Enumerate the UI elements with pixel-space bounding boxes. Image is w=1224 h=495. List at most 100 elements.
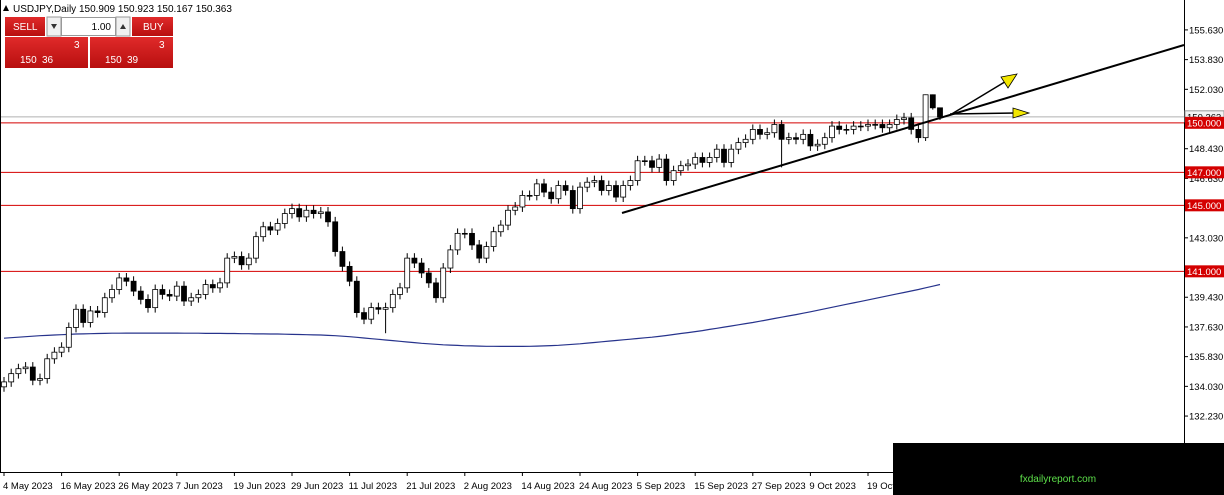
candle-body (173, 285, 180, 297)
arrow-shaft (949, 79, 1009, 116)
bid-pips: 36 (42, 55, 54, 66)
x-tick-label: 14 Aug 2023 (521, 481, 574, 492)
candle-body (58, 346, 65, 353)
candle-body (836, 125, 843, 130)
candle-body (922, 94, 929, 139)
candle-body (649, 160, 655, 168)
candle-body (44, 358, 51, 379)
y-tick-label: 146.630 (1189, 174, 1223, 185)
y-tick-label: 153.830 (1189, 55, 1223, 66)
candle-body (80, 308, 87, 323)
bid-box[interactable] (5, 37, 88, 68)
candle-body (101, 297, 108, 313)
buy-button[interactable] (132, 17, 173, 36)
candle-body (627, 180, 634, 186)
level-label: 145.000 (1187, 201, 1221, 212)
candle-body (29, 366, 36, 381)
ask-point: 3 (159, 40, 165, 51)
candle-body (397, 287, 403, 295)
level-label: 141.000 (1187, 267, 1221, 278)
bid-point: 3 (74, 40, 80, 51)
candle-body (541, 183, 547, 193)
candle-body (181, 285, 187, 302)
candle-body (317, 211, 324, 214)
low-value: 150.167 (157, 4, 194, 15)
candle-body (807, 133, 814, 147)
candle-body (382, 307, 389, 310)
x-tick-label: 29 Jun 2023 (291, 481, 343, 492)
level-label-box (1185, 116, 1224, 129)
x-tick-label: 15 Sep 2023 (694, 481, 748, 492)
candle-body (562, 185, 569, 191)
candle-body (130, 280, 137, 292)
candle-body (109, 289, 115, 299)
candle-body (821, 137, 828, 145)
candle-body (641, 160, 648, 162)
candle-body (577, 186, 583, 210)
arrow-head (1000, 73, 1018, 89)
candle-body (87, 310, 94, 323)
arrow-head (1012, 107, 1031, 119)
candle-body (620, 185, 627, 198)
candle-body (728, 148, 735, 163)
x-tick-label: 19 Jun 2023 (233, 481, 285, 492)
candle-body (850, 125, 857, 130)
ask-pips: 39 (127, 55, 139, 66)
candle-body (699, 157, 706, 163)
candle-body (73, 308, 79, 328)
candle-body (886, 124, 893, 129)
y-tick-label: 135.830 (1189, 352, 1223, 363)
open-value: 150.909 (79, 4, 116, 15)
candle-body (231, 256, 238, 259)
candle-body (346, 265, 353, 282)
candle-body (483, 246, 490, 259)
candle-body (670, 170, 677, 181)
ask-box[interactable] (90, 37, 173, 68)
candle-body (94, 310, 101, 313)
candle-body (152, 289, 159, 309)
sell-button[interactable] (5, 17, 45, 36)
candle-body (166, 294, 173, 297)
candle-body (447, 249, 454, 269)
candle-body (721, 148, 727, 163)
x-tick-label: 11 Jul 2023 (349, 481, 397, 492)
candle-body (908, 117, 915, 130)
candle-body (526, 195, 533, 197)
candle-body (778, 124, 785, 140)
level-label: 147.000 (1187, 168, 1221, 179)
candle-body (209, 284, 216, 289)
candle-body (915, 129, 922, 139)
candle-body (476, 244, 483, 259)
candle-body (224, 257, 231, 284)
level-label-box (1185, 199, 1224, 212)
y-tick-label: 134.030 (1189, 382, 1223, 393)
candle-body (375, 307, 382, 310)
candle-body (37, 378, 43, 381)
trend-line (621, 44, 1185, 214)
candle-body (591, 180, 598, 183)
level-label-box (1185, 265, 1224, 278)
candle-body (260, 226, 267, 238)
y-tick-label: 155.630 (1189, 25, 1223, 36)
up-icon (120, 24, 126, 29)
buy-label[interactable]: BUY (143, 22, 164, 33)
symbol: USDJPY,Daily (13, 4, 76, 15)
candle-body (879, 124, 886, 129)
candle-body (713, 148, 720, 158)
x-tick-label: 16 May 2023 (61, 481, 116, 492)
candle-body (800, 133, 807, 140)
candle-body (793, 137, 799, 140)
axis-background (1184, 0, 1224, 473)
candle-body (310, 209, 317, 214)
candle-body (217, 282, 223, 289)
candle-body (749, 129, 756, 140)
candle-body (533, 183, 540, 196)
x-tick-label: 21 Jul 2023 (406, 481, 455, 492)
candle-body (202, 284, 209, 295)
candle-body (865, 124, 871, 127)
candle-body (332, 221, 339, 252)
candle-body (289, 208, 295, 214)
sell-label[interactable]: SELL (13, 22, 38, 33)
moving-average (3, 283, 941, 347)
